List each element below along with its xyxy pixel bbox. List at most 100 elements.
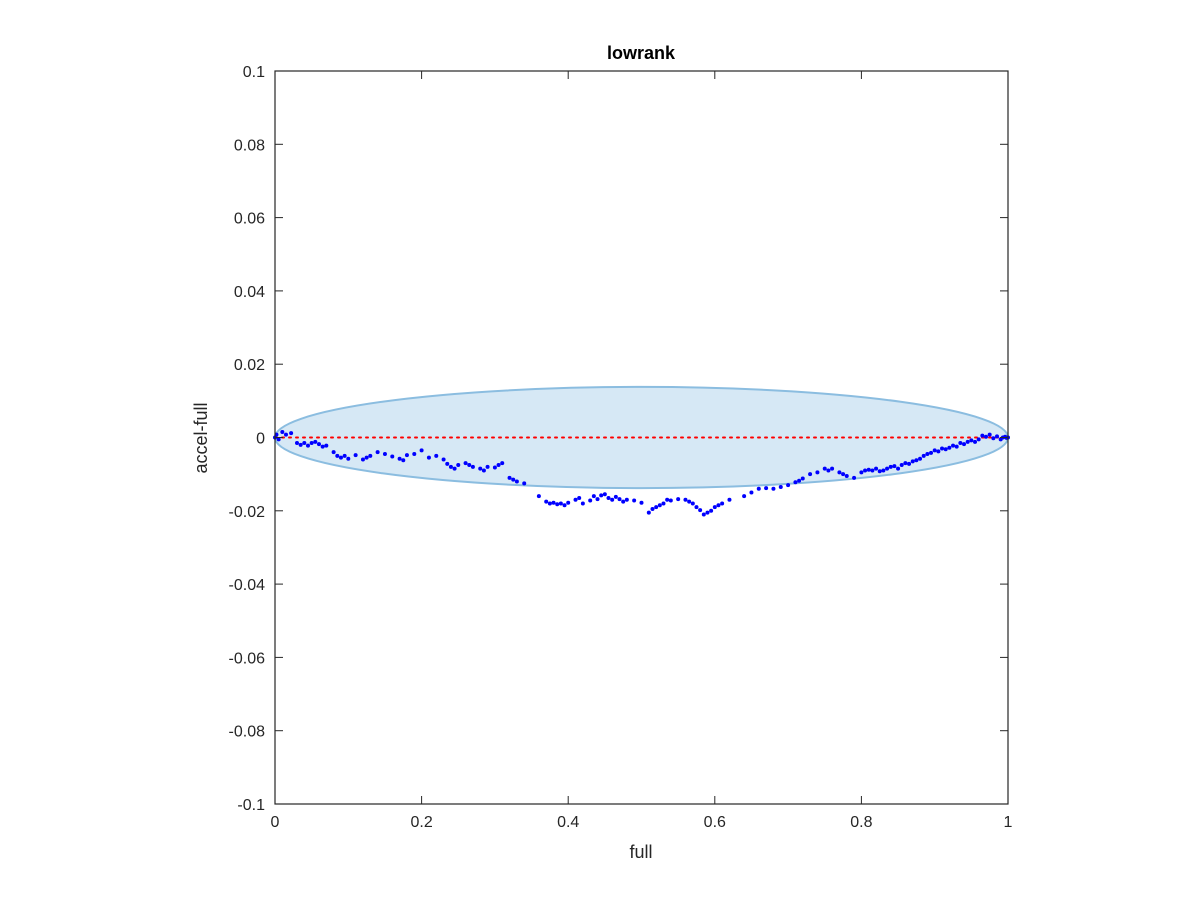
data-point [921,453,926,458]
data-point [507,475,512,480]
data-point [621,499,626,504]
data-point [463,461,468,466]
data-point [511,477,516,482]
data-point [485,464,490,469]
data-point [962,442,967,447]
x-axis-label: full [629,842,652,862]
data-point [320,444,325,449]
data-point [305,443,310,448]
data-point [877,469,882,474]
y-tick-label: 0.06 [234,211,265,228]
data-point [654,505,659,510]
data-point [973,439,978,444]
chart-title: lowrank [607,43,676,63]
data-point [404,453,409,458]
data-point [551,500,556,505]
data-point [954,444,959,449]
data-point [918,456,923,461]
x-tick-label: 0.2 [410,814,432,831]
data-point [701,512,706,517]
data-point [496,462,501,467]
data-point [716,503,721,508]
y-tick-label: -0.1 [237,797,265,814]
data-point [698,508,703,513]
y-tick-label: 0 [256,431,265,448]
data-point [881,468,886,473]
data-point [976,437,981,442]
data-point [859,470,864,475]
data-point [419,448,424,453]
data-point [426,455,431,460]
data-point [298,442,303,447]
data-point [907,461,912,466]
data-point [925,451,930,456]
data-point [375,450,380,455]
data-point [283,432,288,437]
data-point [650,506,655,511]
data-point [694,505,699,510]
data-point [951,443,956,448]
data-point [727,497,732,502]
data-point [338,455,343,460]
data-point [562,503,567,508]
data-point [555,502,560,507]
data-point [280,430,285,435]
data-point [441,457,446,462]
data-point [302,440,307,445]
data-point [668,498,673,503]
data-point [892,464,897,469]
data-point [786,483,791,488]
data-point [903,461,908,466]
data-point [412,451,417,456]
data-point [536,494,541,499]
data-point [863,468,868,473]
data-point [676,497,681,502]
data-point [866,467,871,472]
data-point [335,453,340,458]
data-point [544,499,549,504]
data-point [456,462,461,467]
data-point [720,501,725,506]
data-point [591,494,596,499]
data-point [778,484,783,489]
data-point [646,510,651,515]
data-point [401,458,406,463]
data-point [595,497,600,502]
y-tick-label: 0.1 [243,64,265,81]
data-point [665,497,670,502]
data-point [837,470,842,475]
data-point [815,470,820,475]
data-point [870,468,875,473]
data-point [606,495,611,500]
data-point [448,464,453,469]
x-tick-label: 0.6 [704,814,726,831]
data-point [452,466,457,471]
data-point [657,503,662,508]
data-point [481,468,486,473]
y-axis-label: accel-full [191,402,211,473]
data-point [342,453,347,458]
data-point [943,447,948,452]
data-point [947,445,952,450]
data-point [822,466,827,471]
data-point [844,473,849,478]
data-point [965,439,970,444]
data-point [434,453,439,458]
data-point [588,498,593,503]
data-point [331,450,336,455]
data-point [958,440,963,445]
data-point [756,486,761,491]
data-point [797,478,802,483]
data-point [580,501,585,506]
data-point [368,453,373,458]
data-point [793,480,798,485]
data-point [910,459,915,464]
data-point [709,508,714,513]
data-point [390,454,395,459]
data-point [980,433,985,438]
data-point [573,497,578,502]
data-point [661,501,666,506]
data-point [566,500,571,505]
data-point [276,437,281,442]
